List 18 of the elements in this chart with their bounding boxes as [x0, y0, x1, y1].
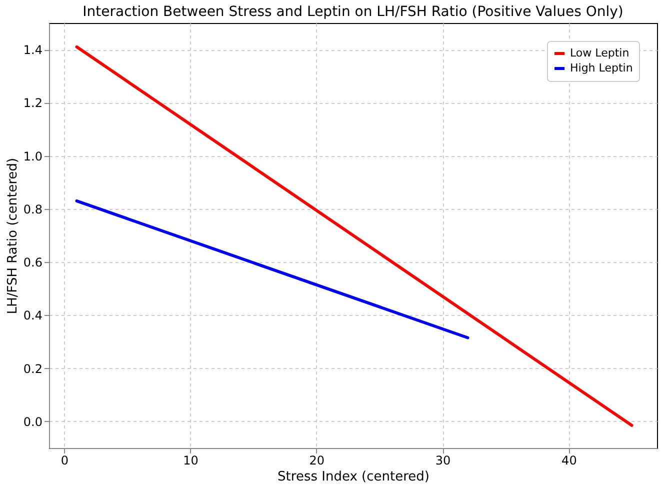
x-axis-title: Stress Index (centered) — [278, 470, 430, 484]
chart-title: Interaction Between Stress and Leptin on LH/FSH Ratio (Positive Values Only) — [82, 4, 624, 20]
y-axis-title: LH/FSH Ratio (centered) — [5, 158, 20, 314]
y-tick-label: 0.8 — [23, 202, 42, 216]
y-tick-label: 0.6 — [23, 256, 42, 270]
x-tick-label: 20 — [309, 454, 325, 468]
legend-label: Low Leptin — [570, 46, 630, 60]
y-tick-label: 0.4 — [23, 308, 42, 323]
y-tick-label: 0.2 — [23, 362, 42, 376]
y-tick-label: 1.2 — [23, 96, 42, 110]
x-tick-label: 0 — [60, 454, 68, 468]
y-tick-label: 0.0 — [23, 414, 42, 429]
y-tick-label: 1.0 — [23, 149, 42, 164]
y-tick-label: 1.4 — [23, 43, 42, 58]
x-tick-label: 40 — [562, 454, 577, 468]
legend-label: High Leptin — [570, 62, 633, 74]
x-tick-label: 10 — [183, 454, 198, 468]
x-tick-label: 30 — [435, 454, 451, 468]
